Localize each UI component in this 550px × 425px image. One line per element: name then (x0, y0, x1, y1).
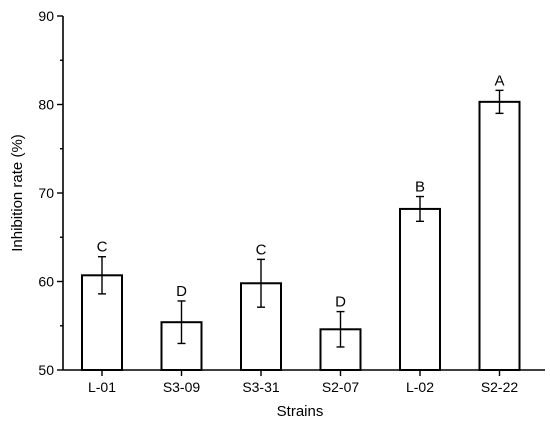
y-tick-label: 50 (38, 362, 54, 378)
bar (478, 100, 521, 371)
significance-label: D (176, 283, 187, 300)
bars (81, 100, 521, 372)
significance-labels: C D C D B A (97, 72, 505, 310)
x-tick-label: S2-22 (481, 379, 519, 395)
x-tick-label: S3-09 (163, 379, 201, 395)
x-axis: L-01 S3-09 S3-31 S2-07 L-02 S2-22 (63, 369, 545, 395)
y-tick-label: 60 (38, 274, 54, 290)
y-tick-label: 90 (38, 8, 54, 24)
y-axis-title: Inhibition rate (%) (9, 134, 26, 252)
significance-label: B (415, 179, 425, 196)
x-tick-label: L-02 (406, 379, 434, 395)
bar (399, 207, 441, 371)
bar (160, 321, 203, 371)
significance-label: A (494, 72, 504, 89)
x-tick-label: S3-31 (242, 379, 280, 395)
x-tick-label: S2-07 (322, 379, 360, 395)
significance-label: C (256, 241, 267, 258)
y-axis: 50 60 70 80 90 (38, 8, 64, 378)
error-bars (98, 89, 504, 348)
x-axis-title: Strains (277, 403, 324, 420)
y-tick-label: 80 (38, 97, 54, 113)
significance-label: D (335, 294, 346, 311)
significance-label: C (97, 239, 108, 256)
y-tick-label: 70 (38, 185, 54, 201)
x-tick-label: L-01 (88, 379, 116, 395)
